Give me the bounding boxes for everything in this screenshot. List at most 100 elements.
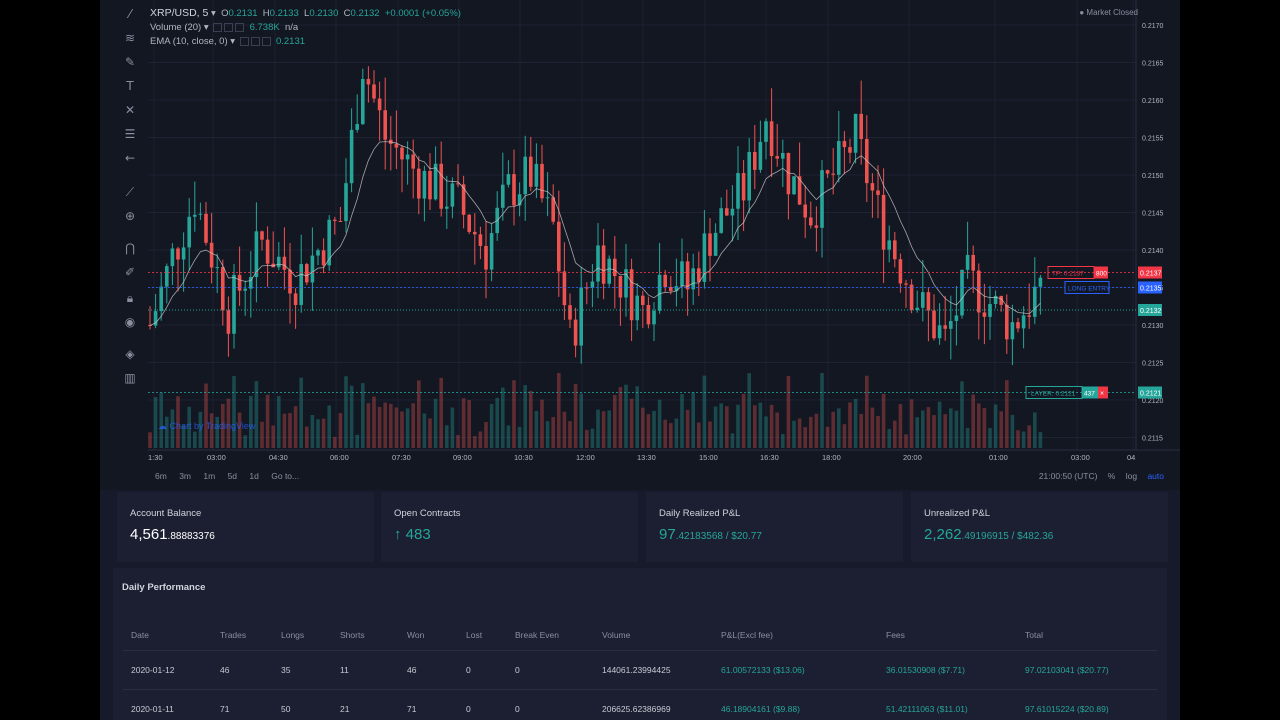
candle-body: [685, 261, 690, 290]
col-shorts[interactable]: Shorts: [332, 620, 399, 651]
layers-icon[interactable]: ◈: [125, 347, 135, 361]
col-trades[interactable]: Trades: [212, 620, 273, 651]
eye-icon[interactable]: ◉: [124, 315, 136, 329]
candle-body: [932, 310, 936, 339]
candle-body: [573, 319, 578, 346]
cell-longs: 50: [273, 689, 332, 720]
symbol-label[interactable]: XRP/USD, 5: [150, 7, 209, 19]
volume-bar: [529, 391, 533, 448]
table-row[interactable]: 2020-01-12 46 35 11 46 0 0 144061.239944…: [123, 650, 1157, 690]
timeframe-6m[interactable]: 6m: [155, 471, 167, 481]
goto-button[interactable]: Go to...: [271, 471, 300, 481]
fib-icon[interactable]: ≋: [124, 31, 136, 45]
eye-icon[interactable]: [239, 36, 249, 46]
col-date[interactable]: Date: [123, 620, 212, 651]
volume-bar: [769, 404, 774, 448]
pencil-lock-icon[interactable]: ✐: [124, 265, 136, 279]
settings-icon[interactable]: [250, 36, 260, 46]
account-balance-card: Account Balance 4,561.88883376: [117, 492, 374, 562]
forecast-icon[interactable]: ☰: [124, 127, 136, 141]
market-status: ● Market Closed: [1079, 8, 1138, 17]
candle-body: [943, 325, 947, 329]
candle-body: [338, 220, 343, 222]
volume-bar: [249, 395, 253, 448]
arrow-left-icon[interactable]: ←: [124, 151, 136, 165]
pattern-icon[interactable]: ✕: [124, 103, 136, 117]
volume-bar: [517, 426, 522, 448]
volume-bar: [635, 386, 639, 448]
time-tick-label: 06:00: [330, 453, 349, 462]
ohlc-high: 0.2133: [269, 8, 299, 19]
trash-icon[interactable]: ▥: [124, 371, 136, 385]
table-row[interactable]: 2020-01-11 71 50 21 71 0 0 206625.623869…: [123, 689, 1157, 720]
zoom-icon[interactable]: ⊕: [124, 209, 136, 223]
lock-icon[interactable]: 🔒︎: [126, 291, 134, 305]
volume-bar: [344, 376, 348, 448]
timeframe-5d[interactable]: 5d: [227, 471, 238, 481]
volume-bar: [568, 421, 572, 448]
ohlc-l-label: L: [304, 8, 310, 19]
col-won[interactable]: Won: [399, 620, 458, 651]
chevron-down-icon[interactable]: ▾: [230, 36, 236, 47]
tradingview-watermark[interactable]: ☁ Chart by TradingView: [158, 421, 256, 431]
candle-body: [523, 156, 527, 195]
volume-bar: [562, 411, 567, 448]
candle-body: [579, 287, 583, 346]
volume-bar: [624, 384, 628, 448]
candle-body: [405, 154, 410, 160]
volume-bar: [663, 419, 667, 448]
volume-label[interactable]: Volume (20): [150, 22, 202, 33]
time-tick-label: 12:00: [576, 453, 595, 462]
card-label: Open Contracts: [394, 508, 461, 519]
volume-bar: [551, 417, 555, 448]
ruler-icon[interactable]: ⟋: [125, 185, 135, 199]
log-toggle[interactable]: log: [1125, 471, 1138, 481]
candle-body: [949, 321, 953, 329]
price-tick-label: 0.2125: [1142, 361, 1164, 368]
card-value: 2,262.49196915 / $482.36: [924, 526, 1053, 543]
volume-bar: [708, 421, 712, 448]
volume-bar: [265, 394, 270, 448]
card-value: ↑ 483: [394, 526, 431, 543]
ema-label[interactable]: EMA (10, close, 0): [150, 36, 228, 47]
close-icon[interactable]: [261, 36, 271, 46]
percent-toggle[interactable]: %: [1107, 471, 1116, 481]
brush-icon[interactable]: ✎: [124, 55, 136, 69]
chevron-down-icon[interactable]: ▾: [211, 8, 216, 19]
candle-body: [1005, 304, 1009, 340]
volume-bar: [657, 399, 662, 448]
timeframe-3m[interactable]: 3m: [179, 471, 191, 481]
candle-body: [501, 184, 505, 208]
volume-bar: [1016, 430, 1020, 448]
eye-icon[interactable]: [213, 22, 223, 32]
magnet-icon[interactable]: ⋂: [125, 241, 135, 255]
timeframe-1d[interactable]: 1d: [249, 471, 259, 481]
candle-body: [153, 311, 158, 326]
trend-line-icon[interactable]: ⁄: [128, 7, 131, 21]
text-icon[interactable]: T: [126, 79, 134, 93]
volume-bar: [506, 425, 511, 448]
col-total[interactable]: Total: [1017, 620, 1157, 651]
col-pnl[interactable]: P&L(Excl fee): [713, 620, 878, 651]
auto-toggle[interactable]: auto: [1147, 471, 1164, 481]
settings-icon[interactable]: [224, 22, 234, 32]
price-chart[interactable]: 0.2170 0.2165 0.2160 0.2155 0.2150 0.2145 0.21…: [100, 0, 1180, 490]
col-fees[interactable]: Fees: [878, 620, 1017, 651]
col-break-even[interactable]: Break Even: [507, 620, 594, 651]
volume-bar: [288, 413, 292, 448]
col-lost[interactable]: Lost: [458, 620, 507, 651]
price-tick-label: 0.2170: [1142, 23, 1164, 30]
col-longs[interactable]: Longs: [273, 620, 332, 651]
candle-body: [629, 269, 634, 321]
candle-body: [489, 233, 494, 270]
timeframe-1m[interactable]: 1m: [203, 471, 216, 481]
candle-body: [814, 225, 819, 228]
layer-price: 0.2121: [1140, 391, 1162, 398]
close-icon[interactable]: [235, 22, 245, 32]
chart-canvas[interactable]: 0.2170 0.2165 0.2160 0.2155 0.2150 0.2145 0.21…: [100, 0, 1180, 490]
candle-body: [260, 231, 264, 240]
volume-bar: [484, 422, 488, 448]
chevron-down-icon[interactable]: ▾: [203, 22, 209, 33]
col-volume[interactable]: Volume: [594, 620, 713, 651]
watermark-text[interactable]: Chart by TradingView: [169, 421, 256, 431]
